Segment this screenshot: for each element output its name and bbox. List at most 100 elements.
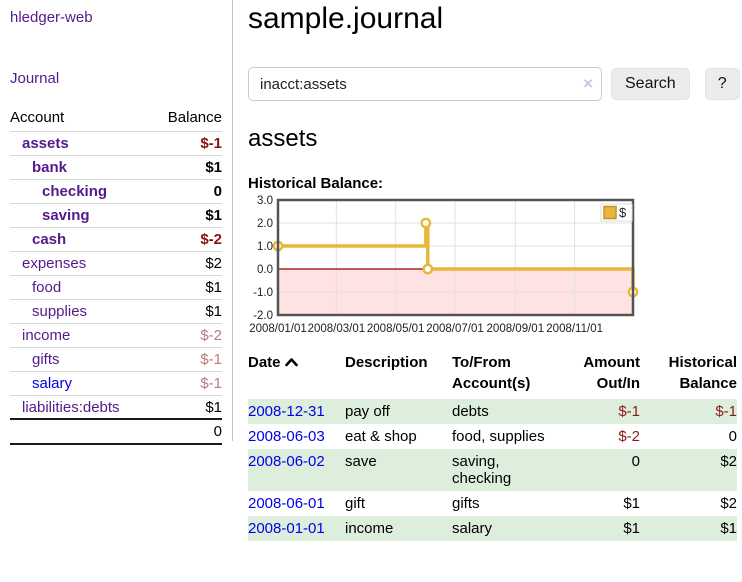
account-row: gifts $-1 bbox=[10, 347, 222, 371]
transaction-description: pay off bbox=[345, 399, 452, 424]
account-row: food $1 bbox=[10, 275, 222, 299]
legend-label: $ bbox=[619, 205, 627, 220]
search-input[interactable] bbox=[248, 67, 602, 101]
transaction-row: 2008-01-01 income salary $1 $1 bbox=[248, 516, 737, 541]
transaction-accounts: gifts bbox=[452, 495, 480, 512]
y-tick-label: 3.0 bbox=[257, 195, 273, 207]
column-header-accounts: To/From Account(s) bbox=[452, 354, 531, 392]
accounts-header-balance: Balance bbox=[167, 109, 222, 126]
transaction-row: 2008-06-01 gift gifts $1 $2 bbox=[248, 491, 737, 516]
sidebar-account-link[interactable]: income bbox=[22, 327, 71, 344]
account-row: liabilities:debts $1 bbox=[10, 395, 222, 419]
transaction-date-cell: 2008-12-31 bbox=[248, 399, 345, 424]
transaction-row: 2008-06-03 eat & shop food, supplies $-2 0 bbox=[248, 424, 737, 449]
chart-title: Historical Balance: bbox=[248, 175, 384, 192]
search-bar: × Search ? bbox=[248, 67, 740, 101]
account-heading: assets bbox=[248, 125, 318, 152]
data-point-marker bbox=[422, 263, 434, 275]
sidebar-account-link[interactable]: expenses bbox=[22, 255, 87, 272]
account-balance: $1 bbox=[205, 303, 222, 320]
transaction-amount: $-2 bbox=[618, 428, 640, 445]
transaction-row: 2008-06-02 save saving, checking 0 $2 bbox=[248, 449, 737, 491]
transaction-accounts: salary bbox=[452, 516, 562, 541]
transaction-date-link[interactable]: 2008-01-01 bbox=[248, 520, 325, 537]
search-button[interactable]: Search bbox=[611, 68, 690, 100]
sidebar-account-link[interactable]: gifts bbox=[32, 351, 60, 368]
transaction-description: income bbox=[345, 516, 452, 541]
column-header-amount: Amount Out/In bbox=[583, 354, 640, 392]
plot-border bbox=[276, 198, 635, 317]
x-tick-label: 2008/07/01 bbox=[426, 323, 484, 335]
accounts-rows: assets $-1 bank $1 checking 0 saving $1 cash $-2 e… bbox=[10, 131, 222, 419]
page-title: sample.journal bbox=[248, 2, 444, 35]
column-header-date[interactable]: Date bbox=[248, 352, 345, 399]
account-balance: 0 bbox=[213, 183, 222, 200]
account-balance: $-1 bbox=[200, 375, 222, 392]
account-row: checking 0 bbox=[10, 179, 222, 203]
app-title-link[interactable]: hledger-web bbox=[10, 9, 93, 26]
account-row: bank $1 bbox=[10, 155, 222, 179]
account-row: income $-2 bbox=[10, 323, 222, 347]
sidebar-account-link[interactable]: assets bbox=[22, 135, 69, 152]
x-tick-label: 2008/03/01 bbox=[308, 323, 366, 335]
accounts-total-row: 0 bbox=[10, 418, 222, 445]
transaction-balance: $2 bbox=[720, 495, 737, 512]
account-row: saving $1 bbox=[10, 203, 222, 227]
main-content: sample.journal × Search ? assets Histori… bbox=[248, 0, 740, 541]
sidebar-account-link[interactable]: supplies bbox=[32, 303, 88, 320]
account-row: salary $-1 bbox=[10, 371, 222, 395]
sidebar-account-link[interactable]: salary bbox=[32, 375, 73, 392]
clear-search-icon[interactable]: × bbox=[583, 74, 593, 93]
transaction-date-link[interactable]: 2008-06-01 bbox=[248, 495, 325, 512]
account-balance: $-2 bbox=[200, 327, 222, 344]
y-tick-label: 0.0 bbox=[257, 264, 273, 276]
transaction-description: eat & shop bbox=[345, 428, 417, 445]
transaction-date-link[interactable]: 2008-06-02 bbox=[248, 453, 325, 470]
account-balance: $1 bbox=[205, 399, 222, 416]
transaction-description: save bbox=[345, 449, 452, 491]
account-row: expenses $2 bbox=[10, 251, 222, 275]
transaction-balance: $-1 bbox=[640, 399, 737, 424]
transaction-amount: $-1 bbox=[562, 399, 640, 424]
accounts-table: Account Balance assets $-1 bank $1 checking 0… bbox=[10, 106, 222, 445]
transaction-balance: 0 bbox=[728, 428, 737, 445]
column-header-description: Description bbox=[345, 354, 428, 371]
sidebar-account-link[interactable]: liabilities:debts bbox=[22, 399, 120, 416]
x-tick-label: 2008/01/01 bbox=[249, 323, 307, 335]
sidebar-account-link[interactable]: cash bbox=[32, 231, 67, 248]
transactions-table: Date Description To/From Account(s) Amou… bbox=[248, 352, 737, 541]
legend-swatch bbox=[603, 205, 617, 220]
sidebar-account-link[interactable]: food bbox=[32, 279, 62, 296]
account-balance: $1 bbox=[205, 159, 222, 176]
accounts-header-account: Account bbox=[10, 109, 65, 126]
sidebar-account-link[interactable]: bank bbox=[32, 159, 68, 176]
transaction-amount: $1 bbox=[623, 495, 640, 512]
data-point-marker bbox=[420, 217, 432, 229]
transactions-header-row: Date Description To/From Account(s) Amou… bbox=[248, 352, 737, 399]
transaction-accounts: saving, checking bbox=[452, 449, 562, 491]
transaction-date-link[interactable]: 2008-06-03 bbox=[248, 428, 325, 445]
transaction-amount: 0 bbox=[562, 449, 640, 491]
transaction-date-cell: 2008-06-02 bbox=[248, 449, 345, 491]
transaction-row: 2008-12-31 pay off debts $-1 $-1 bbox=[248, 399, 737, 424]
date-header-label: Date bbox=[248, 354, 281, 371]
sidebar-account-link[interactable]: saving bbox=[42, 207, 90, 224]
help-button[interactable]: ? bbox=[704, 68, 740, 100]
account-balance: $2 bbox=[205, 255, 222, 272]
account-balance: $-1 bbox=[200, 351, 222, 368]
sidebar-item-journal[interactable]: Journal bbox=[10, 70, 60, 87]
transaction-accounts: debts bbox=[452, 399, 562, 424]
x-tick-label: 2008/11/01 bbox=[546, 323, 603, 335]
account-balance: $1 bbox=[205, 207, 222, 224]
accounts-table-header: Account Balance bbox=[10, 106, 222, 131]
sidebar-account-link[interactable]: checking bbox=[42, 183, 108, 200]
transaction-date-cell: 2008-06-03 bbox=[248, 424, 345, 449]
transaction-date-cell: 2008-06-01 bbox=[248, 491, 345, 516]
transaction-date-link[interactable]: 2008-12-31 bbox=[248, 403, 325, 420]
transaction-description: gift bbox=[345, 495, 366, 512]
accounts-total-value: 0 bbox=[213, 423, 222, 440]
account-balance: $1 bbox=[205, 279, 222, 296]
account-row: assets $-1 bbox=[10, 131, 222, 155]
y-tick-label: -2.0 bbox=[253, 310, 273, 322]
